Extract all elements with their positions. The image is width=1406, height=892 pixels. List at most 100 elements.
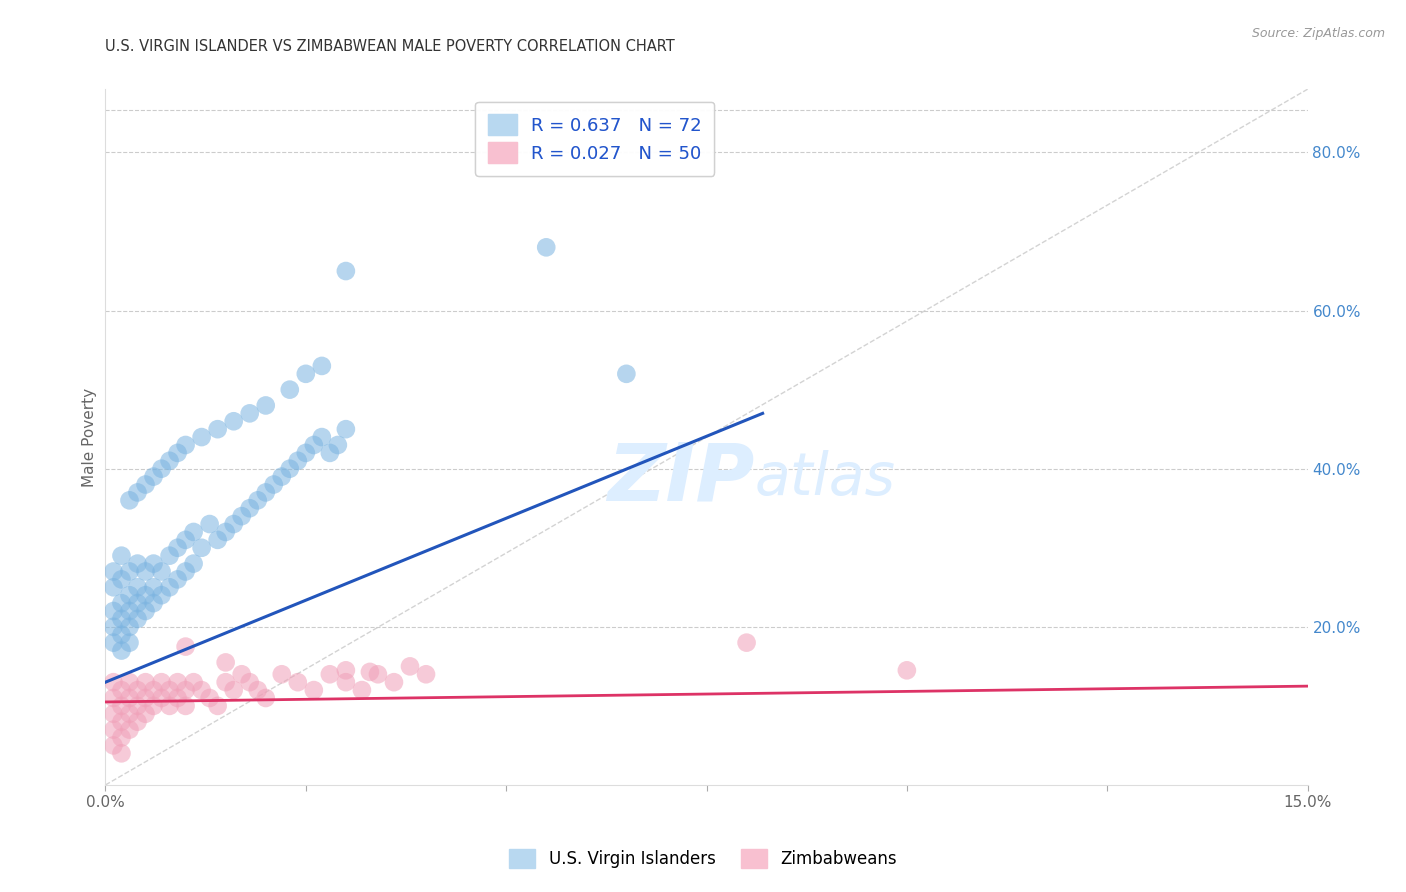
Point bbox=[135, 690, 157, 705]
Point bbox=[127, 683, 149, 698]
Point bbox=[335, 422, 357, 436]
Point bbox=[103, 580, 125, 594]
Point bbox=[118, 690, 141, 705]
Point bbox=[183, 557, 205, 571]
Text: Source: ZipAtlas.com: Source: ZipAtlas.com bbox=[1251, 27, 1385, 40]
Point bbox=[270, 667, 292, 681]
Point bbox=[239, 406, 262, 420]
Point bbox=[166, 573, 188, 587]
Point bbox=[150, 588, 173, 602]
Point bbox=[896, 663, 918, 677]
Point bbox=[166, 690, 188, 705]
Point bbox=[150, 690, 173, 705]
Legend: U.S. Virgin Islanders, Zimbabweans: U.S. Virgin Islanders, Zimbabweans bbox=[502, 842, 904, 875]
Point bbox=[127, 612, 149, 626]
Point bbox=[142, 469, 165, 483]
Point bbox=[103, 620, 125, 634]
Point bbox=[150, 565, 173, 579]
Point bbox=[214, 656, 236, 670]
Point bbox=[254, 399, 277, 413]
Point bbox=[311, 430, 333, 444]
Point bbox=[270, 469, 292, 483]
Point bbox=[335, 675, 357, 690]
Point bbox=[254, 690, 277, 705]
Point bbox=[190, 683, 212, 698]
Point bbox=[103, 675, 125, 690]
Legend: R = 0.637   N = 72, R = 0.027   N = 50: R = 0.637 N = 72, R = 0.027 N = 50 bbox=[475, 102, 714, 176]
Point bbox=[214, 524, 236, 539]
Point bbox=[135, 477, 157, 491]
Point bbox=[103, 739, 125, 753]
Point bbox=[207, 698, 229, 713]
Point bbox=[415, 667, 437, 681]
Text: U.S. VIRGIN ISLANDER VS ZIMBABWEAN MALE POVERTY CORRELATION CHART: U.S. VIRGIN ISLANDER VS ZIMBABWEAN MALE … bbox=[105, 38, 675, 54]
Point bbox=[118, 604, 141, 618]
Point bbox=[103, 604, 125, 618]
Point bbox=[135, 604, 157, 618]
Point bbox=[110, 683, 132, 698]
Point bbox=[183, 675, 205, 690]
Point bbox=[239, 501, 262, 516]
Point bbox=[350, 683, 373, 698]
Point bbox=[222, 683, 245, 698]
Point bbox=[159, 454, 181, 468]
Point bbox=[302, 438, 325, 452]
Point bbox=[110, 573, 132, 587]
Point bbox=[335, 663, 357, 677]
Point bbox=[222, 414, 245, 428]
Point bbox=[190, 541, 212, 555]
Point bbox=[150, 461, 173, 475]
Point bbox=[142, 683, 165, 698]
Point bbox=[159, 549, 181, 563]
Point bbox=[231, 667, 253, 681]
Point bbox=[110, 628, 132, 642]
Point bbox=[616, 367, 638, 381]
Point bbox=[127, 580, 149, 594]
Point bbox=[174, 640, 197, 654]
Point bbox=[110, 731, 132, 745]
Point bbox=[278, 383, 301, 397]
Point bbox=[190, 430, 212, 444]
Point bbox=[239, 675, 262, 690]
Point bbox=[118, 493, 141, 508]
Point bbox=[287, 454, 309, 468]
Point bbox=[142, 557, 165, 571]
Point bbox=[207, 533, 229, 547]
Point bbox=[335, 264, 357, 278]
Point bbox=[103, 723, 125, 737]
Point bbox=[198, 690, 221, 705]
Point bbox=[159, 683, 181, 698]
Point bbox=[142, 580, 165, 594]
Point bbox=[118, 620, 141, 634]
Point bbox=[166, 541, 188, 555]
Point bbox=[174, 698, 197, 713]
Point bbox=[110, 714, 132, 729]
Point bbox=[295, 367, 318, 381]
Point bbox=[174, 565, 197, 579]
Point bbox=[246, 493, 269, 508]
Point bbox=[118, 565, 141, 579]
Point bbox=[214, 675, 236, 690]
Point bbox=[295, 446, 318, 460]
Point bbox=[367, 667, 389, 681]
Point bbox=[142, 596, 165, 610]
Point bbox=[231, 509, 253, 524]
Point bbox=[326, 438, 349, 452]
Point bbox=[287, 675, 309, 690]
Point bbox=[135, 565, 157, 579]
Point bbox=[263, 477, 285, 491]
Point bbox=[166, 675, 188, 690]
Point bbox=[319, 446, 342, 460]
Point bbox=[183, 524, 205, 539]
Point bbox=[118, 723, 141, 737]
Point bbox=[359, 665, 381, 679]
Point bbox=[127, 714, 149, 729]
Point bbox=[311, 359, 333, 373]
Point bbox=[127, 557, 149, 571]
Point bbox=[399, 659, 422, 673]
Point bbox=[319, 667, 342, 681]
Point bbox=[110, 612, 132, 626]
Point bbox=[110, 596, 132, 610]
Point bbox=[110, 747, 132, 761]
Point bbox=[127, 485, 149, 500]
